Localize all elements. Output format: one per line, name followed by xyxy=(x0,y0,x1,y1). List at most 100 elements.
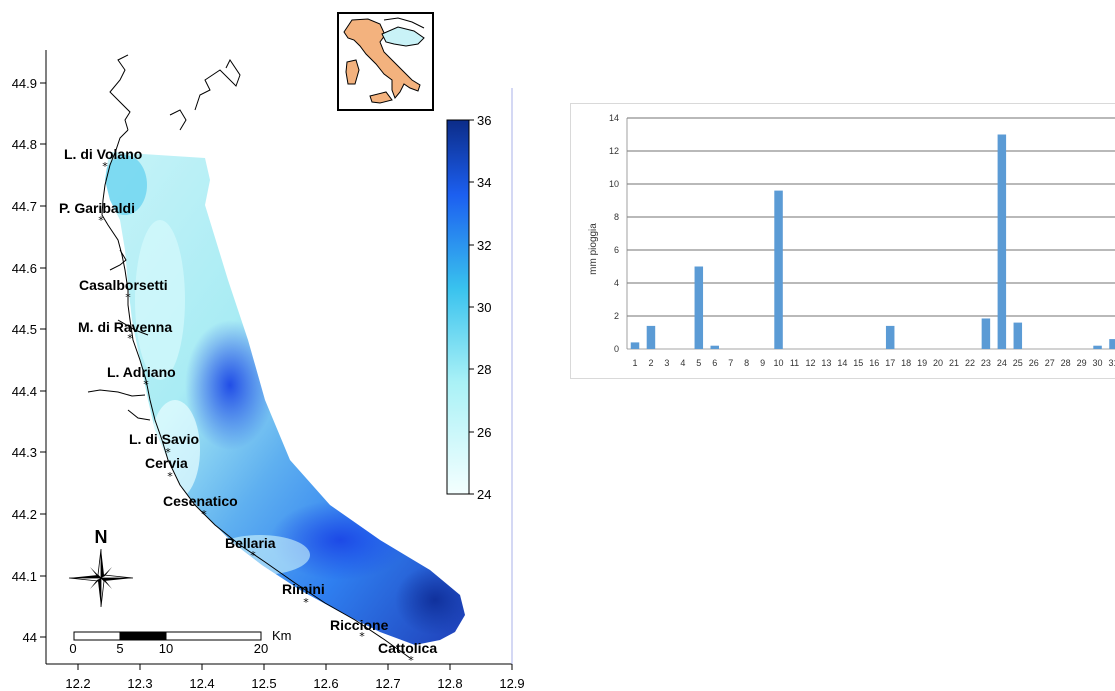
y-ticks: 44 44.1 44.2 44.3 44.4 44.5 44.6 44.7 44… xyxy=(12,76,46,645)
y-tick-label: 4 xyxy=(614,278,619,288)
x-tick-label: 12.9 xyxy=(499,676,524,691)
place-label-cesenatico: Cesenatico xyxy=(163,493,238,509)
place-label-rimini: Rimini xyxy=(282,581,325,597)
inset-sardinia-shape xyxy=(345,59,360,85)
x-tick-label: 29 xyxy=(1077,358,1087,368)
y-tick-label: 44.3 xyxy=(12,445,37,460)
bar xyxy=(710,345,719,349)
y-tick-label: 14 xyxy=(609,113,619,123)
x-tick-label: 12.3 xyxy=(127,676,152,691)
x-tick-label: 12.8 xyxy=(437,676,462,691)
x-tick-label: 30 xyxy=(1093,358,1103,368)
bar xyxy=(1109,339,1115,349)
scale-tick-label: 20 xyxy=(254,641,268,656)
y-tick-label: 12 xyxy=(609,146,619,156)
scale-unit-label: Km xyxy=(272,628,292,643)
colorbar-tick-label: 24 xyxy=(477,487,491,502)
y-tick-label: 44.2 xyxy=(12,507,37,522)
bar xyxy=(1093,345,1102,349)
chart-x-labels: 1 2 3 4 5 6 7 8 9 10 11 12 13 14 15 16 17 18 19 20 21 22 23 24 2… xyxy=(632,358,1115,368)
x-tick-label: 13 xyxy=(821,358,831,368)
station-marker: * xyxy=(408,654,414,667)
bar xyxy=(1013,322,1023,349)
place-label-volano: L. di Volano xyxy=(64,146,142,162)
bar xyxy=(774,190,783,349)
y-tick-label: 2 xyxy=(614,311,619,321)
x-tick-label: 19 xyxy=(917,358,927,368)
y-tick-label: 6 xyxy=(614,245,619,255)
bar xyxy=(646,325,656,349)
x-tick-label: 15 xyxy=(853,358,863,368)
x-tick-label: 16 xyxy=(869,358,879,368)
bar xyxy=(981,318,991,349)
x-tick-label: 4 xyxy=(680,358,685,368)
place-label-bellaria: Bellaria xyxy=(225,535,276,551)
x-tick-label: 12.2 xyxy=(65,676,90,691)
place-label-cattolica: Cattolica xyxy=(378,640,437,656)
place-label-adriano: L. Adriano xyxy=(107,364,176,380)
north-arrow: N xyxy=(68,527,134,608)
colorbar: 36 34 32 30 28 26 24 xyxy=(446,113,491,502)
station-marker: * xyxy=(125,291,131,304)
scale-tick-label: 10 xyxy=(159,641,173,656)
x-ticks: 12.2 12.3 12.4 12.5 12.6 12.7 12.8 12.9 xyxy=(65,664,525,691)
station-marker: * xyxy=(303,596,309,609)
x-tick-label: 31 xyxy=(1108,358,1115,368)
station-marker: * xyxy=(359,630,365,643)
x-tick-label: 18 xyxy=(901,358,911,368)
station-marker: * xyxy=(102,160,108,173)
salinity-map: 44 44.1 44.2 44.3 44.4 44.5 44.6 44.7 44… xyxy=(12,12,525,691)
station-marker: * xyxy=(127,332,133,345)
station-marker: * xyxy=(201,508,207,521)
x-tick-label: 27 xyxy=(1045,358,1055,368)
scale-tick-label: 5 xyxy=(116,641,123,656)
y-axis-title: mm pioggia xyxy=(588,223,599,275)
x-tick-label: 23 xyxy=(981,358,991,368)
x-tick-label: 9 xyxy=(760,358,765,368)
chart-grid xyxy=(626,117,1115,350)
station-marker: * xyxy=(167,470,173,483)
bar xyxy=(997,134,1007,349)
bar xyxy=(885,325,895,349)
place-label-ravenna: M. di Ravenna xyxy=(78,319,172,335)
colorbar-tick-label: 26 xyxy=(477,425,491,440)
place-label-savio: L. di Savio xyxy=(129,431,199,447)
x-tick-label: 6 xyxy=(712,358,717,368)
inset-sicily-shape xyxy=(369,91,393,104)
x-tick-label: 24 xyxy=(997,358,1007,368)
colorbar-tick-label: 28 xyxy=(477,362,491,377)
x-tick-label: 10 xyxy=(774,358,784,368)
y-tick-label: 44.9 xyxy=(12,76,37,91)
x-tick-label: 22 xyxy=(965,358,975,368)
y-tick-label: 10 xyxy=(609,179,619,189)
station-marker: * xyxy=(250,549,256,562)
y-tick-label: 44 xyxy=(23,630,37,645)
x-tick-label: 28 xyxy=(1061,358,1071,368)
place-label-casalborsetti: Casalborsetti xyxy=(79,277,168,293)
scale-bar: 0 5 10 20 Km xyxy=(69,628,291,656)
rainfall-bar-chart: 1 2 3 4 5 6 7 8 9 10 11 12 13 14 15 16 17 18 19 20 21 22 23 24 2… xyxy=(588,113,1115,368)
x-tick-label: 17 xyxy=(885,358,895,368)
x-tick-label: 21 xyxy=(949,358,959,368)
place-labels: L. di Volano P. Garibaldi Casalborsetti … xyxy=(59,146,437,656)
station-marker: * xyxy=(165,446,171,459)
x-tick-label: 2 xyxy=(648,358,653,368)
x-tick-label: 25 xyxy=(1013,358,1023,368)
x-tick-label: 5 xyxy=(696,358,701,368)
colorbar-tick-label: 34 xyxy=(477,175,491,190)
x-tick-label: 8 xyxy=(744,358,749,368)
north-label: N xyxy=(95,527,108,547)
station-marker: * xyxy=(143,378,149,391)
x-tick-label: 11 xyxy=(790,358,799,368)
scale-tick-label: 0 xyxy=(69,641,76,656)
x-tick-label: 14 xyxy=(837,358,847,368)
y-tick-label: 44.1 xyxy=(12,569,37,584)
x-tick-label: 12.6 xyxy=(313,676,338,691)
x-tick-label: 3 xyxy=(664,358,669,368)
colorbar-tick-label: 36 xyxy=(477,113,491,128)
station-marker: * xyxy=(98,214,104,227)
salinity-field xyxy=(105,152,465,645)
x-tick-label: 12.5 xyxy=(251,676,276,691)
bar xyxy=(694,266,704,349)
x-tick-label: 12.4 xyxy=(189,676,214,691)
